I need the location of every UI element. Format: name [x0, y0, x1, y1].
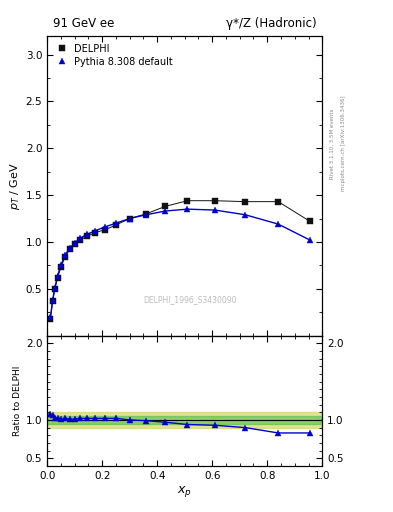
DELPHI [59, 264, 63, 270]
Pythia 8.308 default [59, 262, 63, 268]
DELPHI [103, 227, 107, 233]
Text: 91 GeV ee: 91 GeV ee [53, 17, 114, 30]
Bar [47, 412, 322, 428]
Bar [47, 416, 322, 424]
Pythia 8.308 default [78, 235, 83, 241]
Pythia 8.308 default [127, 216, 132, 222]
Pythia 8.308 default [276, 221, 281, 227]
Pythia 8.308 default [93, 228, 97, 234]
DELPHI [213, 198, 217, 204]
Pythia 8.308 default [163, 208, 168, 214]
DELPHI [93, 229, 97, 236]
Pythia 8.308 default [243, 211, 248, 218]
DELPHI [55, 274, 60, 281]
DELPHI [163, 203, 168, 209]
Y-axis label: $p_T$ / GeV: $p_T$ / GeV [7, 162, 22, 210]
Pythia 8.308 default [114, 220, 118, 226]
DELPHI [307, 218, 312, 224]
Pythia 8.308 default [144, 211, 149, 218]
DELPHI [185, 198, 190, 204]
DELPHI [63, 254, 68, 260]
Pythia 8.308 default [53, 285, 57, 291]
X-axis label: $x_p$: $x_p$ [177, 483, 192, 499]
Pythia 8.308 default [48, 314, 53, 320]
Pythia 8.308 default [50, 297, 55, 303]
Pythia 8.308 default [307, 237, 312, 243]
Pythia 8.308 default [63, 252, 68, 258]
DELPHI [276, 199, 281, 205]
DELPHI [48, 316, 53, 322]
DELPHI [78, 237, 83, 243]
Pythia 8.308 default [55, 272, 60, 279]
Text: Rivet 3.1.10, 3.5M events: Rivet 3.1.10, 3.5M events [330, 108, 334, 179]
DELPHI [53, 286, 57, 292]
Pythia 8.308 default [72, 240, 77, 246]
DELPHI [72, 241, 77, 247]
DELPHI [85, 233, 90, 240]
Legend: DELPHI, Pythia 8.308 default: DELPHI, Pythia 8.308 default [52, 40, 176, 70]
Line: Pythia 8.308 default: Pythia 8.308 default [47, 206, 313, 320]
DELPHI [127, 216, 132, 222]
Pythia 8.308 default [67, 245, 72, 251]
DELPHI [67, 246, 72, 252]
DELPHI [243, 199, 248, 205]
Pythia 8.308 default [85, 231, 90, 238]
Text: DELPHI_1996_S3430090: DELPHI_1996_S3430090 [143, 295, 237, 304]
DELPHI [114, 222, 118, 228]
Pythia 8.308 default [213, 207, 217, 213]
Pythia 8.308 default [103, 224, 107, 230]
Text: γ*/Z (Hadronic): γ*/Z (Hadronic) [226, 17, 317, 30]
DELPHI [144, 211, 149, 217]
Line: DELPHI: DELPHI [47, 197, 313, 322]
Pythia 8.308 default [185, 206, 190, 212]
DELPHI [50, 298, 55, 304]
Y-axis label: Ratio to DELPHI: Ratio to DELPHI [13, 366, 22, 436]
Text: mcplots.cern.ch [arXiv:1306.3436]: mcplots.cern.ch [arXiv:1306.3436] [342, 96, 346, 191]
